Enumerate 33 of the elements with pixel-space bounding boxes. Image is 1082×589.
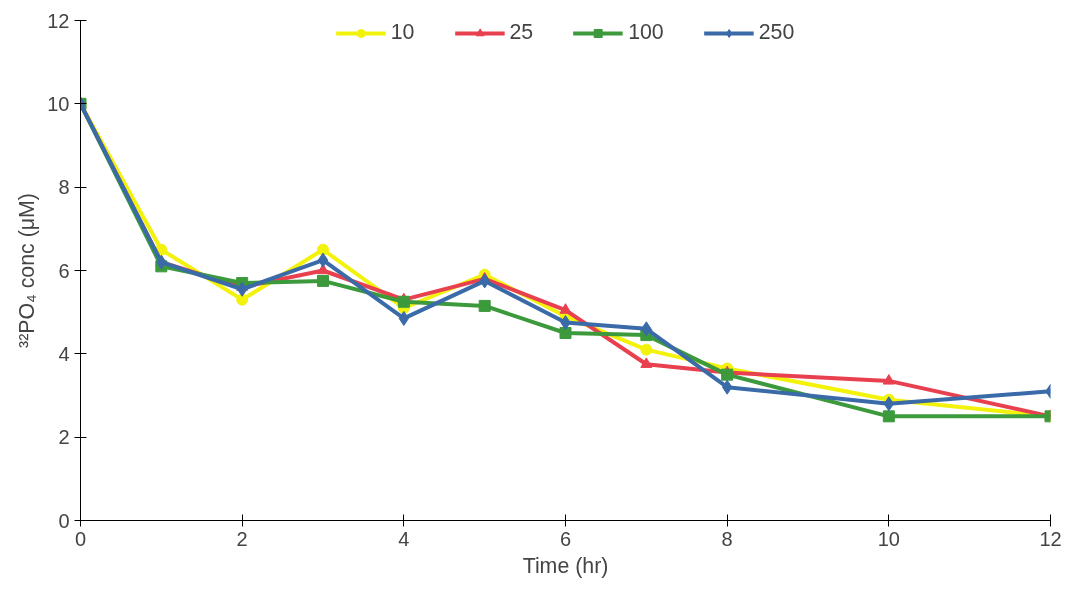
point xyxy=(317,252,329,268)
x-tick-label: 10 xyxy=(877,527,900,550)
legend-label: 100 xyxy=(628,20,664,45)
legend-label: 10 xyxy=(390,20,415,45)
x-tick-label: 12 xyxy=(1039,527,1062,550)
x-tick-label: 4 xyxy=(398,527,410,550)
point xyxy=(882,410,895,423)
x-axis-title: Time (hr) xyxy=(522,553,609,578)
point xyxy=(559,303,572,314)
point xyxy=(882,374,895,385)
x-tick-label: 6 xyxy=(559,527,572,550)
x-tick-label: 8 xyxy=(721,527,733,550)
point xyxy=(317,243,329,256)
point xyxy=(559,327,572,339)
point xyxy=(640,343,653,356)
point xyxy=(317,274,329,287)
legend-label: 250 xyxy=(758,20,795,45)
y-tick-label: 6 xyxy=(58,259,70,282)
y-tick-label: 12 xyxy=(47,9,70,32)
x-tick-label: 0 xyxy=(74,527,87,550)
y-axis-title: ³²PO₄ conc (μM) xyxy=(15,193,40,348)
y-tick-label: 10 xyxy=(47,92,70,115)
point xyxy=(721,368,734,381)
point xyxy=(478,299,491,312)
x-tick-label: 2 xyxy=(236,527,248,550)
legend-label: 25 xyxy=(509,20,534,45)
point xyxy=(397,295,410,308)
y-tick-label: 0 xyxy=(58,509,70,532)
point xyxy=(236,293,249,306)
point xyxy=(640,357,653,368)
y-tick-label: 4 xyxy=(58,342,70,365)
y-tick-label: 8 xyxy=(58,176,70,199)
y-tick-label: 2 xyxy=(58,426,70,449)
